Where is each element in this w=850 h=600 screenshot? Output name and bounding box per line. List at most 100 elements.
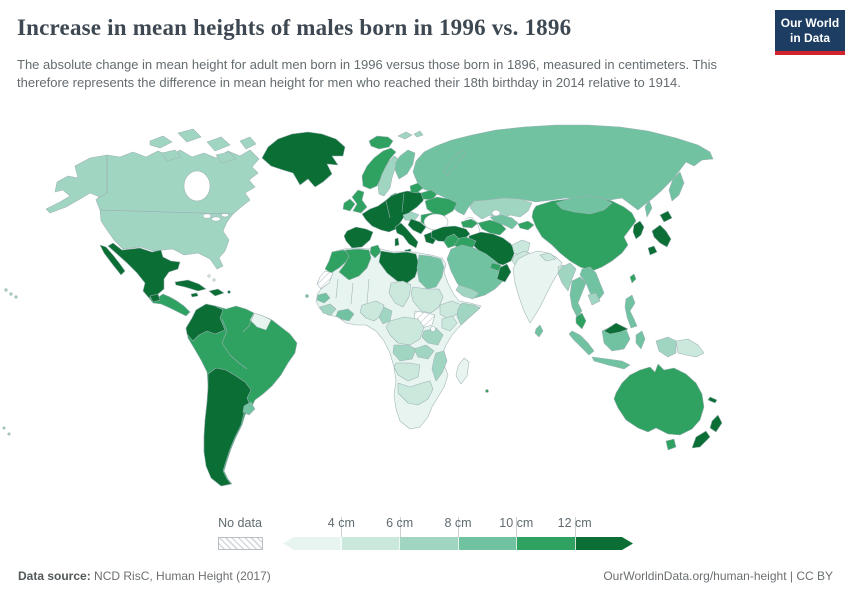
country-japan[interactable] — [651, 224, 672, 248]
country-guyanas[interactable] — [249, 312, 272, 331]
country-australia[interactable] — [613, 363, 705, 436]
country-kazakhstan[interactable] — [469, 197, 533, 220]
country-novaya_zemlya[interactable] — [443, 149, 467, 177]
country-japan[interactable] — [647, 245, 658, 256]
country-western_balkans[interactable] — [407, 218, 427, 235]
country-thailand[interactable] — [569, 276, 587, 318]
country-borneo_malaysia[interactable] — [603, 322, 629, 335]
country-sardinia[interactable] — [394, 237, 400, 247]
country-chad[interactable] — [388, 280, 412, 308]
country-malay_peninsula[interactable] — [575, 312, 587, 330]
country-tasmania[interactable] — [665, 438, 677, 451]
country-finland[interactable] — [394, 149, 416, 180]
country-russia[interactable] — [644, 199, 653, 218]
country-senegal[interactable] — [316, 292, 331, 304]
legend-bin-lt4[interactable] — [283, 537, 341, 550]
legend-no-data-swatch[interactable] — [218, 537, 263, 550]
country-hawaii[interactable] — [14, 295, 18, 299]
country-levant[interactable] — [443, 233, 460, 249]
country-uae_qatar[interactable] — [489, 262, 502, 272]
country-new_caledonia[interactable] — [707, 396, 718, 404]
country-ukraine[interactable] — [424, 196, 458, 217]
country-libya[interactable] — [378, 250, 420, 284]
country-somalia[interactable] — [456, 302, 481, 326]
country-mauritius[interactable] — [485, 389, 489, 393]
country-ethiopia[interactable] — [439, 300, 463, 320]
country-new_zealand[interactable] — [709, 414, 723, 433]
country-iran[interactable] — [468, 231, 516, 266]
country-belarus[interactable] — [420, 189, 438, 201]
country-puerto_rico[interactable] — [227, 290, 231, 294]
country-angola[interactable] — [392, 344, 417, 362]
country-iceland[interactable] — [368, 135, 394, 150]
country-sulawesi[interactable] — [635, 330, 646, 350]
country-korea[interactable] — [632, 220, 645, 240]
country-chile_argentina[interactable] — [203, 367, 252, 487]
country-yemen[interactable] — [455, 284, 480, 300]
legend-bin-b1012[interactable] — [516, 537, 575, 550]
country-french_polynesia[interactable] — [7, 432, 11, 436]
country-west_papua[interactable] — [655, 336, 677, 358]
country-egypt[interactable] — [416, 254, 445, 290]
country-java[interactable] — [591, 356, 631, 370]
country-hawaii[interactable] — [9, 292, 13, 296]
country-bahamas[interactable] — [212, 278, 216, 282]
country-namibia_botswana[interactable] — [393, 362, 421, 382]
legend-bin-b810[interactable] — [457, 537, 516, 550]
country-canada[interactable] — [161, 149, 182, 162]
country-canada[interactable] — [149, 135, 173, 149]
country-united_states[interactable] — [45, 154, 108, 214]
country-cape_verde[interactable] — [305, 294, 309, 298]
country-sumatra[interactable] — [568, 330, 595, 356]
country-india[interactable] — [512, 250, 563, 324]
country-norway[interactable] — [361, 147, 397, 190]
country-caucasus[interactable] — [460, 218, 479, 229]
country-dr_congo[interactable] — [385, 316, 425, 346]
country-guatemala[interactable] — [149, 293, 161, 303]
country-svalbard[interactable] — [413, 130, 424, 138]
country-philippines[interactable] — [624, 294, 638, 329]
country-mexico[interactable] — [99, 244, 126, 276]
country-cuba[interactable] — [174, 279, 207, 292]
country-kenya[interactable] — [441, 315, 458, 332]
country-cameroon[interactable] — [378, 306, 393, 325]
country-south_africa[interactable] — [397, 380, 434, 406]
country-vietnam_laos[interactable] — [579, 266, 605, 302]
footer-link[interactable]: OurWorldinData.org/human-height | CC BY — [603, 569, 833, 583]
country-russia[interactable] — [412, 124, 714, 216]
country-new_zealand[interactable] — [691, 430, 711, 449]
country-jamaica[interactable] — [190, 292, 199, 298]
country-western_europe[interactable] — [361, 190, 426, 233]
country-cambodia[interactable] — [587, 292, 601, 306]
country-uruguay[interactable] — [242, 401, 256, 416]
country-japan[interactable] — [659, 210, 673, 223]
country-hispaniola[interactable] — [208, 288, 225, 297]
legend-bin-gt12[interactable] — [575, 537, 634, 550]
country-kyrgyzstan_tajikistan[interactable] — [517, 220, 535, 231]
country-taiwan[interactable] — [629, 273, 637, 284]
country-austria_hungary[interactable] — [402, 211, 420, 222]
country-uzbekistan[interactable] — [489, 214, 519, 230]
country-iberia[interactable] — [343, 226, 374, 249]
country-sri_lanka[interactable] — [534, 324, 544, 338]
country-tunisia[interactable] — [369, 244, 382, 259]
country-algeria[interactable] — [338, 248, 372, 281]
country-italy[interactable] — [394, 222, 419, 249]
country-bahamas[interactable] — [207, 274, 211, 278]
country-ghana_ivory_coast[interactable] — [335, 308, 355, 322]
country-canada[interactable] — [206, 136, 231, 152]
country-myanmar[interactable] — [557, 262, 577, 292]
country-sudan[interactable] — [410, 286, 444, 314]
country-papua_new_guinea[interactable] — [675, 338, 705, 358]
country-canada[interactable] — [177, 128, 202, 143]
country-russia[interactable] — [668, 171, 685, 202]
country-guinea[interactable] — [319, 303, 337, 316]
country-zambia[interactable] — [413, 344, 435, 360]
country-western_sahara[interactable] — [316, 270, 334, 290]
country-french_polynesia[interactable] — [2, 426, 6, 430]
country-greenland[interactable] — [261, 131, 346, 188]
country-saudi_arabia[interactable] — [446, 244, 507, 299]
country-svalbard[interactable] — [397, 131, 413, 140]
legend-bin-b46[interactable] — [340, 537, 399, 550]
country-oman[interactable] — [496, 263, 512, 283]
